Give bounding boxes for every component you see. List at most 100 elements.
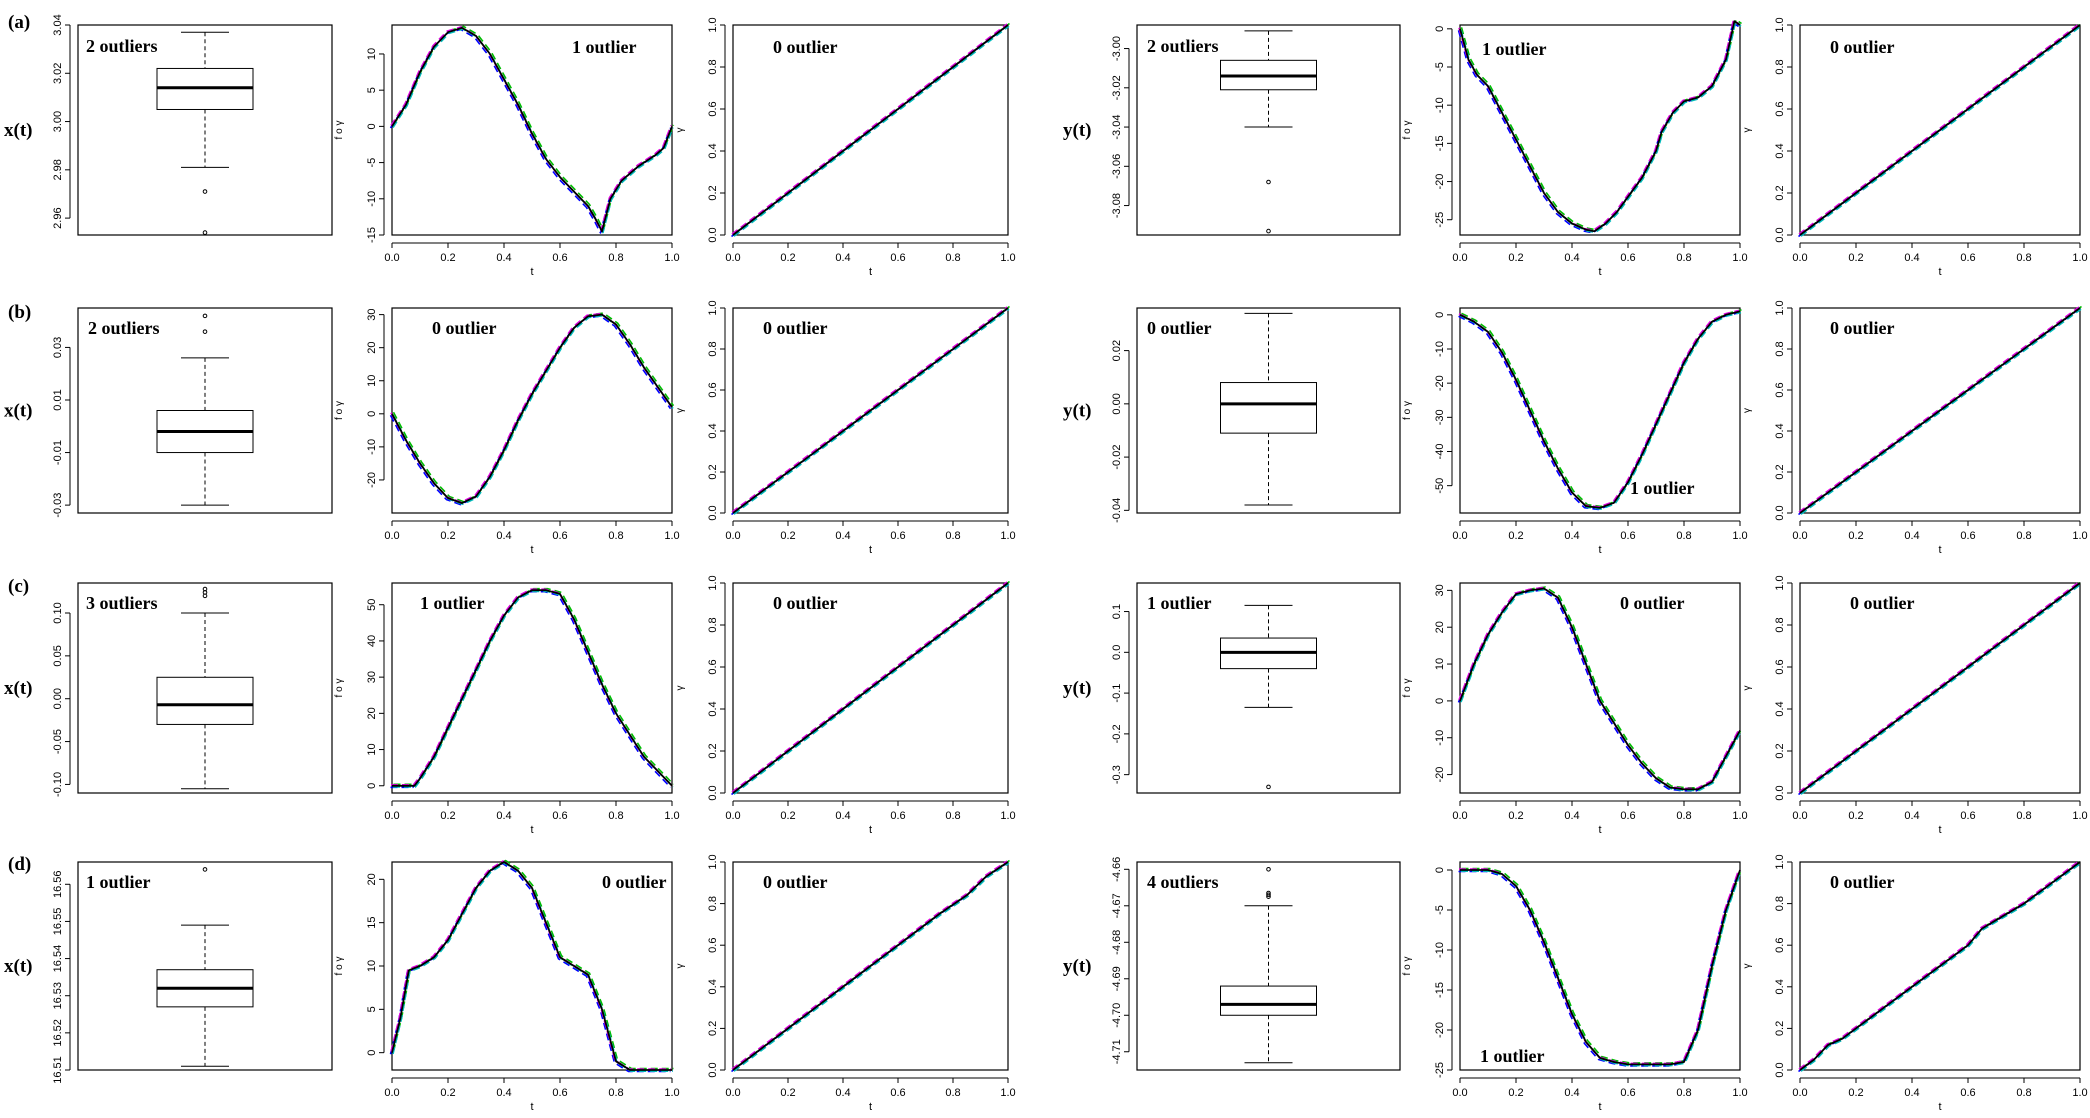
x-axis-title: t: [1598, 544, 1601, 556]
outlier-annotation: 2 outliers: [86, 36, 158, 56]
y-tick-label: 30: [366, 671, 378, 683]
series-line: [1458, 870, 1740, 1067]
y-tick-label: -15: [1434, 982, 1446, 998]
y-tick-label: 0.8: [1774, 59, 1786, 74]
plot-frame: [732, 861, 1009, 1071]
series-line: [1800, 25, 2082, 237]
y-tick-label: 0.2: [1774, 743, 1786, 758]
x-axis-title: t: [1598, 266, 1601, 278]
y-tick-label: 0.4: [707, 423, 719, 438]
x-tick-label: 0.2: [1848, 252, 1863, 264]
panel-c-y-f: -20 -10 0 10 20 30 f o γ 0.0 0.2 0.4 0.6 0.8 1.0 t 0 o…: [1402, 582, 1748, 836]
series-line: [1460, 21, 1742, 234]
y-tick-label: 0.2: [707, 185, 719, 200]
y-axis-title: γ: [1742, 686, 1753, 691]
y-tick-label: 5: [366, 87, 378, 93]
y-tick-label: 30: [366, 308, 378, 320]
y-tick-label: 10: [366, 375, 378, 387]
y-tick-label: 0: [366, 783, 378, 789]
x-tick-label: 1.0: [1732, 252, 1747, 264]
outlier-annotation: 1 outlier: [420, 593, 485, 613]
series-line-mean: [1799, 307, 2081, 514]
y-tick-label: 0: [1434, 867, 1446, 873]
outlier-point: [202, 590, 208, 595]
x-tick-label: 0.4: [835, 810, 850, 822]
x-tick-label: 0.6: [890, 530, 905, 542]
series-line: [1798, 860, 2080, 1070]
x-tick-label: 0.8: [2016, 530, 2031, 542]
panel-c-y-g: 0.0 0.2 0.4 0.6 0.8 1.0 γ 0.0 0.2 0.4 0.6 0.8 1.0 t 0 …: [1742, 575, 2088, 836]
outlier-annotation: 1 outlier: [572, 37, 637, 57]
series-line-mean: [732, 582, 1009, 794]
y-tick-label: 16.53: [52, 982, 64, 1010]
plot-frame: [1799, 861, 2081, 1071]
x-tick-label: 0.4: [1564, 530, 1579, 542]
outlier-point: [1266, 228, 1271, 234]
series-line: [731, 581, 1008, 793]
box-iqr: [1220, 382, 1317, 434]
panel-d-x-box: 16.51 16.52 16.53 16.54 16.55 16.56 x(t) 1 outl…: [4, 861, 333, 1084]
outlier-annotation: 0 outlier: [1850, 593, 1915, 613]
series-line-mean: [732, 861, 1009, 1071]
y-tick-label: -0.02: [1111, 445, 1123, 470]
x-tick-label: 0.0: [384, 530, 399, 542]
y-tick-label: -4.71: [1111, 1039, 1123, 1064]
y-tick-label: -3.08: [1111, 193, 1123, 218]
x-axis-title: t: [1938, 824, 1941, 836]
x-tick-label: 0.4: [1904, 530, 1919, 542]
y-tick-label: -0.05: [52, 729, 64, 754]
outlier-annotation: 1 outlier: [86, 872, 151, 892]
y-tick-label: 0.6: [707, 659, 719, 674]
y-tick-label: 0.2: [1774, 1021, 1786, 1036]
y-tick-label: 0.00: [52, 688, 64, 709]
x-tick-label: 1.0: [1000, 530, 1015, 542]
y-tick-label: 1.0: [707, 575, 719, 590]
x-tick-label: 0.0: [384, 1087, 399, 1099]
y-tick-label: -10: [1434, 97, 1446, 113]
series-line: [1458, 19, 1740, 231]
y-tick-label: 5: [366, 1006, 378, 1012]
x-tick-label: 0.8: [945, 1087, 960, 1099]
y-tick-label: -5: [1434, 62, 1446, 72]
y-tick-label: 0.0: [707, 505, 719, 520]
plot-frame: [1136, 861, 1401, 1071]
x-tick-label: 0.0: [725, 1087, 740, 1099]
side-label: x(t): [4, 120, 32, 141]
panel-c-x-g: 0.0 0.2 0.4 0.6 0.8 1.0 γ 0.0 0.2 0.4 0.6 0.8 1.0 t 0 …: [675, 575, 1016, 836]
y-tick-label: 10: [366, 960, 378, 972]
x-tick-label: 1.0: [2072, 1087, 2087, 1099]
y-tick-label: 0.0: [1774, 785, 1786, 800]
side-label: y(t): [1063, 120, 1091, 141]
outlier-annotation: 0 outlier: [773, 593, 838, 613]
x-tick-label: 0.4: [835, 530, 850, 542]
y-tick-label: -0.2: [1111, 724, 1123, 743]
plot-frame: [732, 24, 1009, 236]
x-tick-label: 0.8: [608, 810, 623, 822]
x-tick-label: 0.2: [1508, 1087, 1523, 1099]
outlier-point: [202, 867, 208, 872]
outlier-annotation: 0 outlier: [1830, 872, 1895, 892]
y-tick-label: 0.0: [1111, 645, 1123, 660]
box-iqr: [1220, 985, 1317, 1016]
y-tick-label: 0.0: [1774, 505, 1786, 520]
outlier-annotation: 1 outlier: [1480, 1046, 1545, 1066]
y-tick-label: 0: [366, 1050, 378, 1056]
y-tick-label: 0.2: [707, 1021, 719, 1036]
outlier-point: [1266, 784, 1271, 790]
y-tick-label: 0.8: [707, 59, 719, 74]
plot-frame: [77, 24, 333, 236]
series-line: [393, 590, 674, 788]
x-tick-label: 0.6: [1960, 810, 1975, 822]
x-axis-title: t: [1938, 544, 1941, 556]
panel-a-x-box: 2.96 2.98 3.00 3.02 3.04 x(t) 2 outliers: [4, 14, 333, 236]
y-tick-label: -10: [1434, 730, 1446, 746]
y-tick-label: 0.02: [1111, 340, 1123, 361]
y-tick-label: 0.8: [707, 341, 719, 356]
x-tick-label: 0.4: [835, 252, 850, 264]
x-tick-label: 0.0: [725, 252, 740, 264]
y-tick-label: 16.52: [52, 1019, 64, 1047]
y-tick-label: 0.0: [707, 227, 719, 242]
y-tick-label: 0.00: [1111, 393, 1123, 414]
y-tick-label: 0.4: [707, 701, 719, 716]
